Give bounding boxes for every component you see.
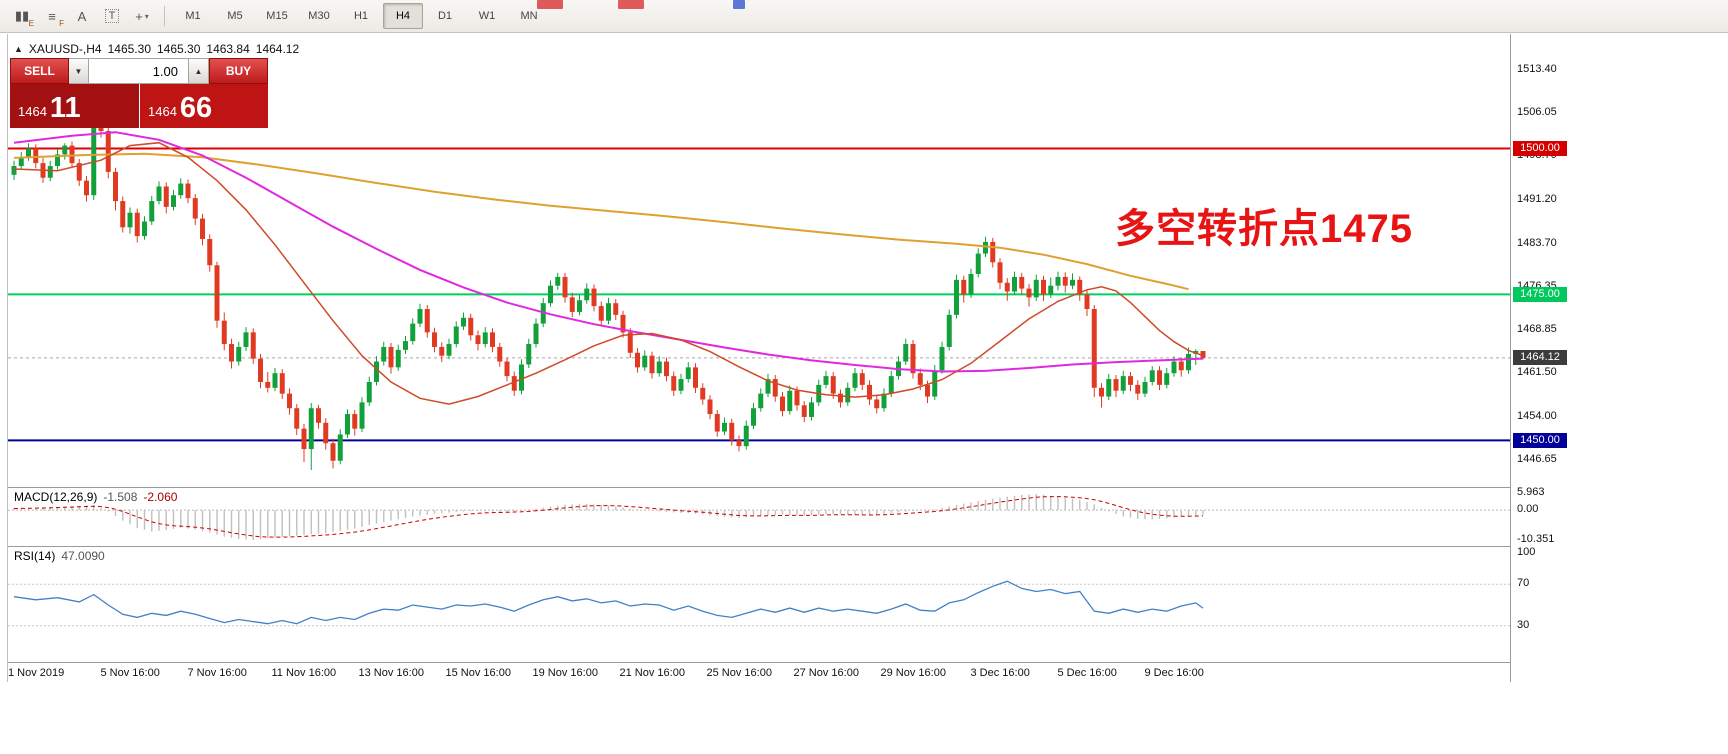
chart-header: ▲ XAUUSD-,H4 1465.30 1465.30 1463.84 146… [14, 42, 299, 56]
pane-separator[interactable] [8, 546, 1510, 547]
rsi-axis-tick: 70 [1517, 577, 1530, 590]
timeframe-button-m15[interactable]: M15 [266, 10, 288, 22]
timeframe-button-m5[interactable]: M5 [227, 10, 243, 22]
price-level-label: 1500.00 [1513, 141, 1567, 157]
candles-layer [11, 68, 1206, 471]
time-tick: 3 Dec 16:00 [970, 667, 1030, 679]
volume-input[interactable]: 1.00 [89, 58, 189, 84]
price-level-label: 1464.12 [1513, 350, 1567, 366]
timeframe-buttons: M1 M5 M15 M30 H1 H4 D1 W1 MN [173, 3, 549, 29]
bid-price-small: 1464 [18, 104, 47, 119]
axis-divider [1510, 34, 1511, 682]
volume-spin-down[interactable]: ▼ [69, 58, 89, 84]
macd-axis-tick: 0.00 [1517, 503, 1539, 516]
time-tick: 27 Nov 16:00 [793, 667, 859, 679]
rsi-pane[interactable] [8, 548, 1510, 662]
ohlc-open: 1465.30 [107, 42, 151, 56]
timeframe-button-mn[interactable]: MN [520, 10, 538, 22]
ohlc-low: 1463.84 [206, 42, 250, 56]
bid-quote[interactable]: 1464 11 [10, 84, 139, 128]
chart-left-border [7, 34, 8, 682]
macd-pane[interactable] [8, 489, 1510, 546]
clipped-text-fragment [733, 0, 745, 9]
pane-separator[interactable] [8, 487, 1510, 488]
rsi-name: RSI(14) [14, 549, 56, 563]
symbol-period-label: XAUUSD-,H4 [28, 42, 102, 56]
price-tick: 1491.20 [1517, 192, 1557, 205]
clipped-text-fragment [618, 0, 644, 9]
time-tick: 13 Nov 16:00 [358, 667, 424, 679]
label-tool-icon[interactable]: A [77, 8, 87, 24]
ma-fast-red [13, 141, 1204, 405]
macd-main-value: -1.508 [103, 490, 138, 504]
time-tick: 7 Nov 16:00 [187, 667, 247, 679]
price-tick: 1513.40 [1517, 63, 1557, 76]
level-lines-layer[interactable] [8, 147, 1510, 442]
toolbar-separator [164, 6, 165, 26]
rsi-axis-tick: 30 [1517, 618, 1530, 631]
crosshair-tool-icon[interactable]: + ▾ [135, 8, 149, 24]
ma-lines-layer [13, 131, 1204, 405]
ohlc-high: 1465.30 [157, 42, 201, 56]
timeframe-button-m1[interactable]: M1 [185, 10, 201, 22]
time-tick: 21 Nov 16:00 [619, 667, 685, 679]
price-tick: 1454.00 [1517, 409, 1557, 422]
time-tick: 25 Nov 16:00 [706, 667, 772, 679]
pane-separator [8, 662, 1510, 663]
time-tick: 5 Nov 16:00 [100, 667, 160, 679]
macd-axis-tick: 5.963 [1517, 486, 1545, 498]
price-tick: 1506.05 [1517, 106, 1557, 119]
timeframe-button-h1[interactable]: H1 [353, 10, 369, 22]
ma-mid-magenta [13, 131, 1204, 373]
time-tick: 29 Nov 16:00 [880, 667, 946, 679]
ask-price-small: 1464 [148, 104, 177, 119]
macd-label-row: MACD(12,26,9) -1.508 -2.060 [14, 490, 177, 504]
chart-text-annotation[interactable]: 多空转折点1475 [1115, 207, 1413, 251]
macd-signal-value: -2.060 [143, 490, 178, 504]
buy-button[interactable]: BUY [209, 58, 268, 84]
rsi-axis-tick: 100 [1517, 546, 1536, 559]
text-tool-icon[interactable]: T [98, 3, 126, 29]
toolbar-icons: ▮▮ E ≡ F A T + ▾ [8, 3, 156, 29]
price-level-label: 1475.00 [1513, 286, 1567, 302]
clipped-text-fragment [537, 0, 563, 9]
collapse-panel-icon[interactable]: ▲ [14, 44, 23, 54]
price-tick: 1446.65 [1517, 452, 1557, 465]
ask-price-big: 66 [179, 92, 213, 124]
time-tick: 9 Dec 16:00 [1144, 667, 1204, 679]
time-tick: 11 Nov 16:00 [271, 667, 337, 679]
price-axis[interactable]: 1513.401506.051498.701491.201483.701476.… [1512, 34, 1572, 682]
time-axis[interactable]: 1 Nov 2019 5 Nov 16:00 7 Nov 16:00 11 Nov 1… [8, 665, 1568, 681]
ohlc-close: 1464.12 [255, 42, 300, 56]
price-tick: 1461.50 [1517, 366, 1557, 379]
rsi-value: 47.0090 [61, 549, 105, 563]
time-tick: 19 Nov 16:00 [532, 667, 598, 679]
ask-quote[interactable]: 1464 66 [140, 84, 268, 128]
toolbar: ▮▮ E ≡ F A T + ▾ M1 M5 M15 M30 H1 H4 D1 W1 MN [0, 0, 1728, 33]
timeframe-button-w1[interactable]: W1 [478, 10, 496, 22]
timeframe-button-h4[interactable]: H4 [383, 3, 423, 29]
price-tick: 1468.85 [1517, 323, 1557, 336]
macd-histogram [13, 494, 1204, 540]
macd-signal-line [13, 496, 1204, 538]
bid-price-big: 11 [49, 92, 81, 124]
grid-icon[interactable]: ≡ F [48, 8, 64, 29]
macd-name: MACD(12,26,9) [14, 490, 98, 504]
chart-indicator-icon[interactable]: ▮▮ E [14, 8, 34, 28]
timeframe-button-d1[interactable]: D1 [437, 10, 453, 22]
timeframe-button-m30[interactable]: M30 [308, 10, 330, 22]
volume-spin-up[interactable]: ▲ [189, 58, 209, 84]
price-tick: 1483.70 [1517, 236, 1557, 249]
macd-axis-tick: -10.351 [1517, 533, 1555, 545]
ma-slow-orange [13, 152, 1189, 291]
time-tick: 15 Nov 16:00 [445, 667, 511, 679]
sell-button[interactable]: SELL [10, 58, 69, 84]
price-level-label: 1450.00 [1513, 432, 1567, 448]
one-click-trade-panel: SELL ▼ 1.00 ▲ BUY 1464 11 1464 66 [10, 58, 268, 128]
time-tick: 1 Nov 2019 [8, 667, 65, 679]
time-tick: 5 Dec 16:00 [1057, 667, 1117, 679]
rsi-line [13, 580, 1204, 625]
rsi-label-row: RSI(14) 47.0090 [14, 549, 105, 563]
